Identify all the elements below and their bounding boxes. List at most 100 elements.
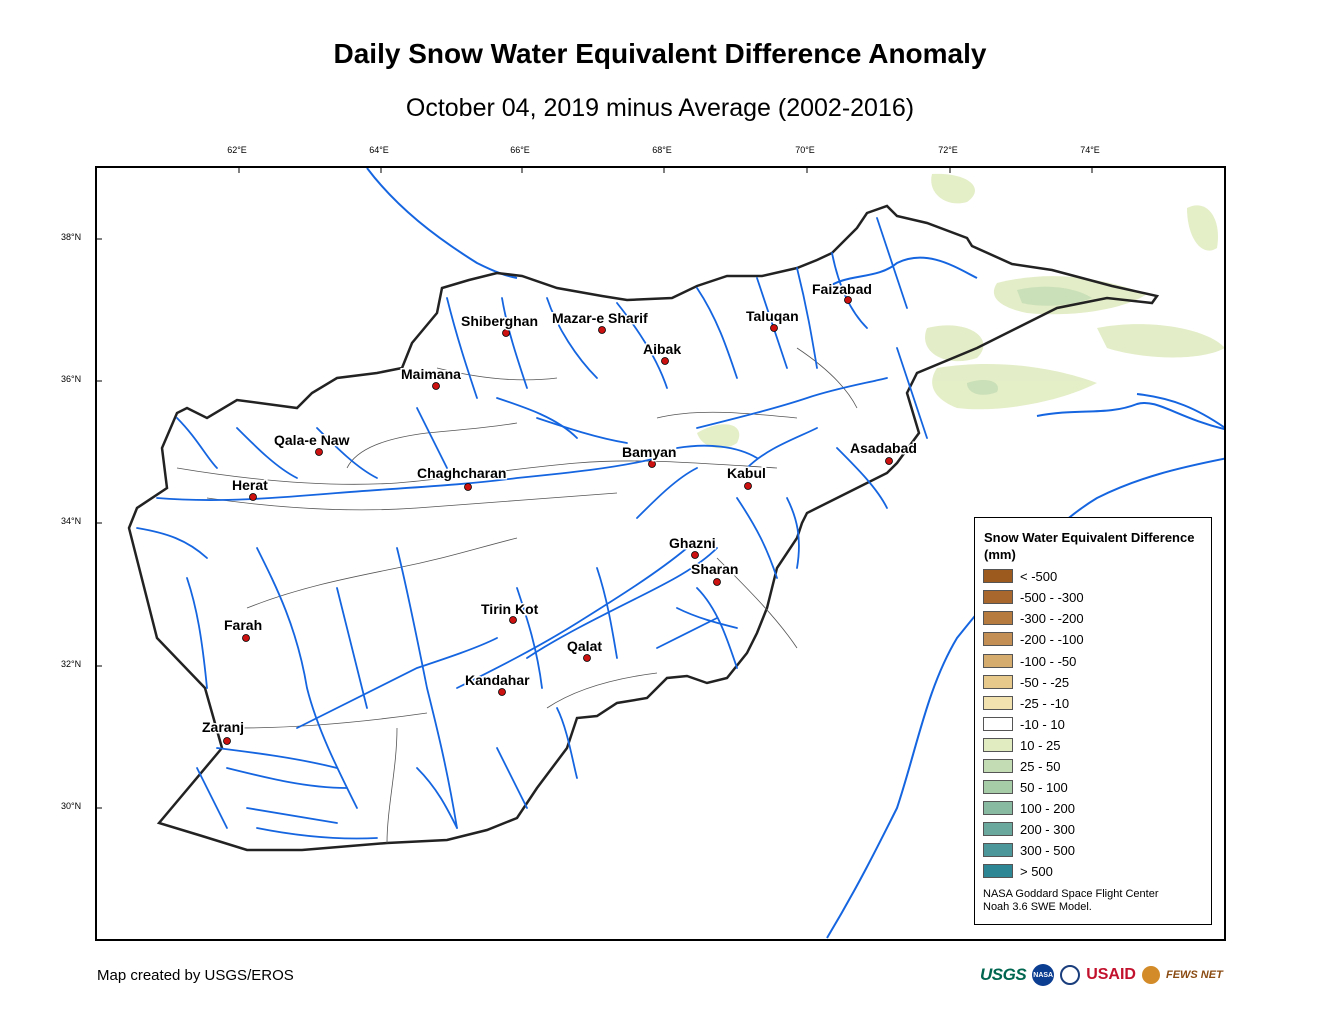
city-label-bamyan: Bamyan bbox=[622, 444, 676, 460]
city-label-kandahar: Kandahar bbox=[465, 672, 530, 688]
graticule-ticks bbox=[97, 168, 1093, 809]
city-label-kabul: Kabul bbox=[727, 465, 766, 481]
fews-net-logo: FEWS NET bbox=[1165, 969, 1223, 981]
city-label-shiberghan: Shiberghan bbox=[461, 313, 538, 329]
lon-tick-label: 64°E bbox=[369, 145, 389, 155]
city-marker-herat bbox=[249, 493, 257, 501]
lon-tick-label: 74°E bbox=[1080, 145, 1100, 155]
basin-boundaries bbox=[176, 347, 858, 844]
usaid-logo: USAID bbox=[1086, 966, 1136, 983]
legend-item: 100 - 200 bbox=[983, 800, 1075, 816]
legend-swatch bbox=[983, 590, 1013, 604]
legend-swatch bbox=[983, 654, 1013, 668]
city-label-qala-e-naw: Qala-e Naw bbox=[274, 432, 350, 448]
legend-swatch bbox=[983, 780, 1013, 794]
legend-item: -25 - -10 bbox=[983, 695, 1069, 711]
legend-swatch bbox=[983, 759, 1013, 773]
city-marker-qala-e-naw bbox=[315, 448, 323, 456]
city-label-ghazni: Ghazni bbox=[669, 535, 716, 551]
legend-label: 50 - 100 bbox=[1020, 779, 1068, 795]
fews-net-seal-icon bbox=[1141, 966, 1160, 984]
legend-swatch bbox=[983, 801, 1013, 815]
usaid-seal-icon bbox=[1060, 965, 1081, 985]
usgs-logo: USGS bbox=[980, 965, 1027, 984]
city-label-sharan: Sharan bbox=[691, 561, 738, 577]
map-subtitle: October 04, 2019 minus Average (2002-201… bbox=[405, 94, 915, 122]
city-label-asadabad: Asadabad bbox=[850, 440, 917, 456]
legend-item: 300 - 500 bbox=[983, 842, 1075, 858]
legend-item: -50 - -25 bbox=[983, 674, 1069, 690]
country-boundary bbox=[127, 204, 1160, 852]
lat-tick-label: 32°N bbox=[61, 659, 82, 669]
city-marker-faizabad bbox=[844, 296, 852, 304]
city-marker-qalat bbox=[583, 654, 591, 662]
legend-item: < -500 bbox=[983, 568, 1057, 584]
legend-item: -300 - -200 bbox=[983, 610, 1084, 626]
legend-label: < -500 bbox=[1020, 568, 1058, 584]
legend-swatch bbox=[983, 822, 1013, 836]
legend-swatch bbox=[983, 675, 1013, 689]
city-labels: Faizabad Shiberghan Mazar-e Sharif Taluq… bbox=[201, 280, 919, 737]
legend-swatch bbox=[983, 632, 1013, 646]
legend-label: 100 - 200 bbox=[1020, 800, 1075, 816]
legend-swatch bbox=[983, 717, 1013, 731]
city-marker-tirin-kot bbox=[509, 616, 517, 624]
city-marker-farah bbox=[242, 634, 250, 642]
legend-item: -10 - 10 bbox=[983, 716, 1065, 732]
city-marker-taluqan bbox=[770, 324, 778, 332]
legend-label: 25 - 50 bbox=[1020, 758, 1061, 774]
city-label-farah: Farah bbox=[224, 617, 262, 633]
legend-title: Snow Water Equivalent Difference (mm) bbox=[984, 530, 1195, 562]
city-label-chaghcharan: Chaghcharan bbox=[417, 465, 506, 481]
city-label-qalat: Qalat bbox=[567, 638, 602, 654]
city-marker-kabul bbox=[744, 482, 752, 490]
legend-label: -200 - -100 bbox=[1020, 631, 1084, 647]
city-label-faizabad: Faizabad bbox=[812, 281, 872, 297]
legend-item: 25 - 50 bbox=[983, 758, 1060, 774]
legend-item: -500 - -300 bbox=[983, 589, 1084, 605]
lat-tick-label: 34°N bbox=[61, 516, 82, 526]
legend-label: 10 - 25 bbox=[1020, 737, 1061, 753]
city-marker-mazar bbox=[598, 326, 606, 334]
lon-tick-label: 62°E bbox=[227, 145, 247, 155]
lon-tick-label: 68°E bbox=[652, 145, 672, 155]
legend-item: > 500 bbox=[983, 863, 1053, 879]
map-credit: Map created by USGS/EROS bbox=[97, 967, 294, 984]
legend-label: -50 - -25 bbox=[1020, 674, 1070, 690]
city-marker-kandahar bbox=[498, 688, 506, 696]
city-label-herat: Herat bbox=[232, 477, 268, 493]
legend-label: -25 - -10 bbox=[1020, 695, 1070, 711]
city-markers bbox=[223, 296, 893, 745]
lon-tick-label: 66°E bbox=[510, 145, 530, 155]
lat-tick-label: 38°N bbox=[61, 232, 82, 242]
legend-swatch bbox=[983, 843, 1013, 857]
legend-swatch bbox=[983, 696, 1013, 710]
city-marker-ghazni bbox=[691, 551, 699, 559]
legend-label: -500 - -300 bbox=[1020, 589, 1084, 605]
legend: Snow Water Equivalent Difference (mm) < … bbox=[974, 517, 1212, 925]
city-label-tirin-kot: Tirin Kot bbox=[481, 601, 539, 617]
legend-swatch bbox=[983, 611, 1013, 625]
legend-item: 10 - 25 bbox=[983, 737, 1060, 753]
nasa-logo: NASA bbox=[1032, 964, 1055, 986]
legend-item: -200 - -100 bbox=[983, 631, 1084, 647]
legend-label: -300 - -200 bbox=[1020, 610, 1084, 626]
legend-note-line: NASA Goddard Space Flight Center bbox=[983, 888, 1159, 900]
lon-tick-label: 70°E bbox=[795, 145, 815, 155]
city-label-aibak: Aibak bbox=[643, 341, 681, 357]
city-marker-maimana bbox=[432, 382, 440, 390]
legend-label: 300 - 500 bbox=[1020, 842, 1075, 858]
city-marker-aibak bbox=[661, 357, 669, 365]
city-marker-zaranj bbox=[223, 737, 231, 745]
city-label-mazar: Mazar-e Sharif bbox=[552, 310, 648, 326]
legend-label: -100 - -50 bbox=[1020, 653, 1077, 669]
city-label-maimana: Maimana bbox=[401, 366, 461, 382]
legend-label: 200 - 300 bbox=[1020, 821, 1075, 837]
rivers bbox=[136, 217, 928, 840]
legend-swatch bbox=[983, 569, 1013, 583]
legend-label: -10 - 10 bbox=[1020, 716, 1065, 732]
lon-tick-label: 72°E bbox=[938, 145, 958, 155]
agency-logos: USGS NASA USAID FEWS NET bbox=[980, 964, 1223, 986]
lat-tick-label: 36°N bbox=[61, 374, 82, 384]
lat-tick-label: 30°N bbox=[61, 801, 82, 811]
